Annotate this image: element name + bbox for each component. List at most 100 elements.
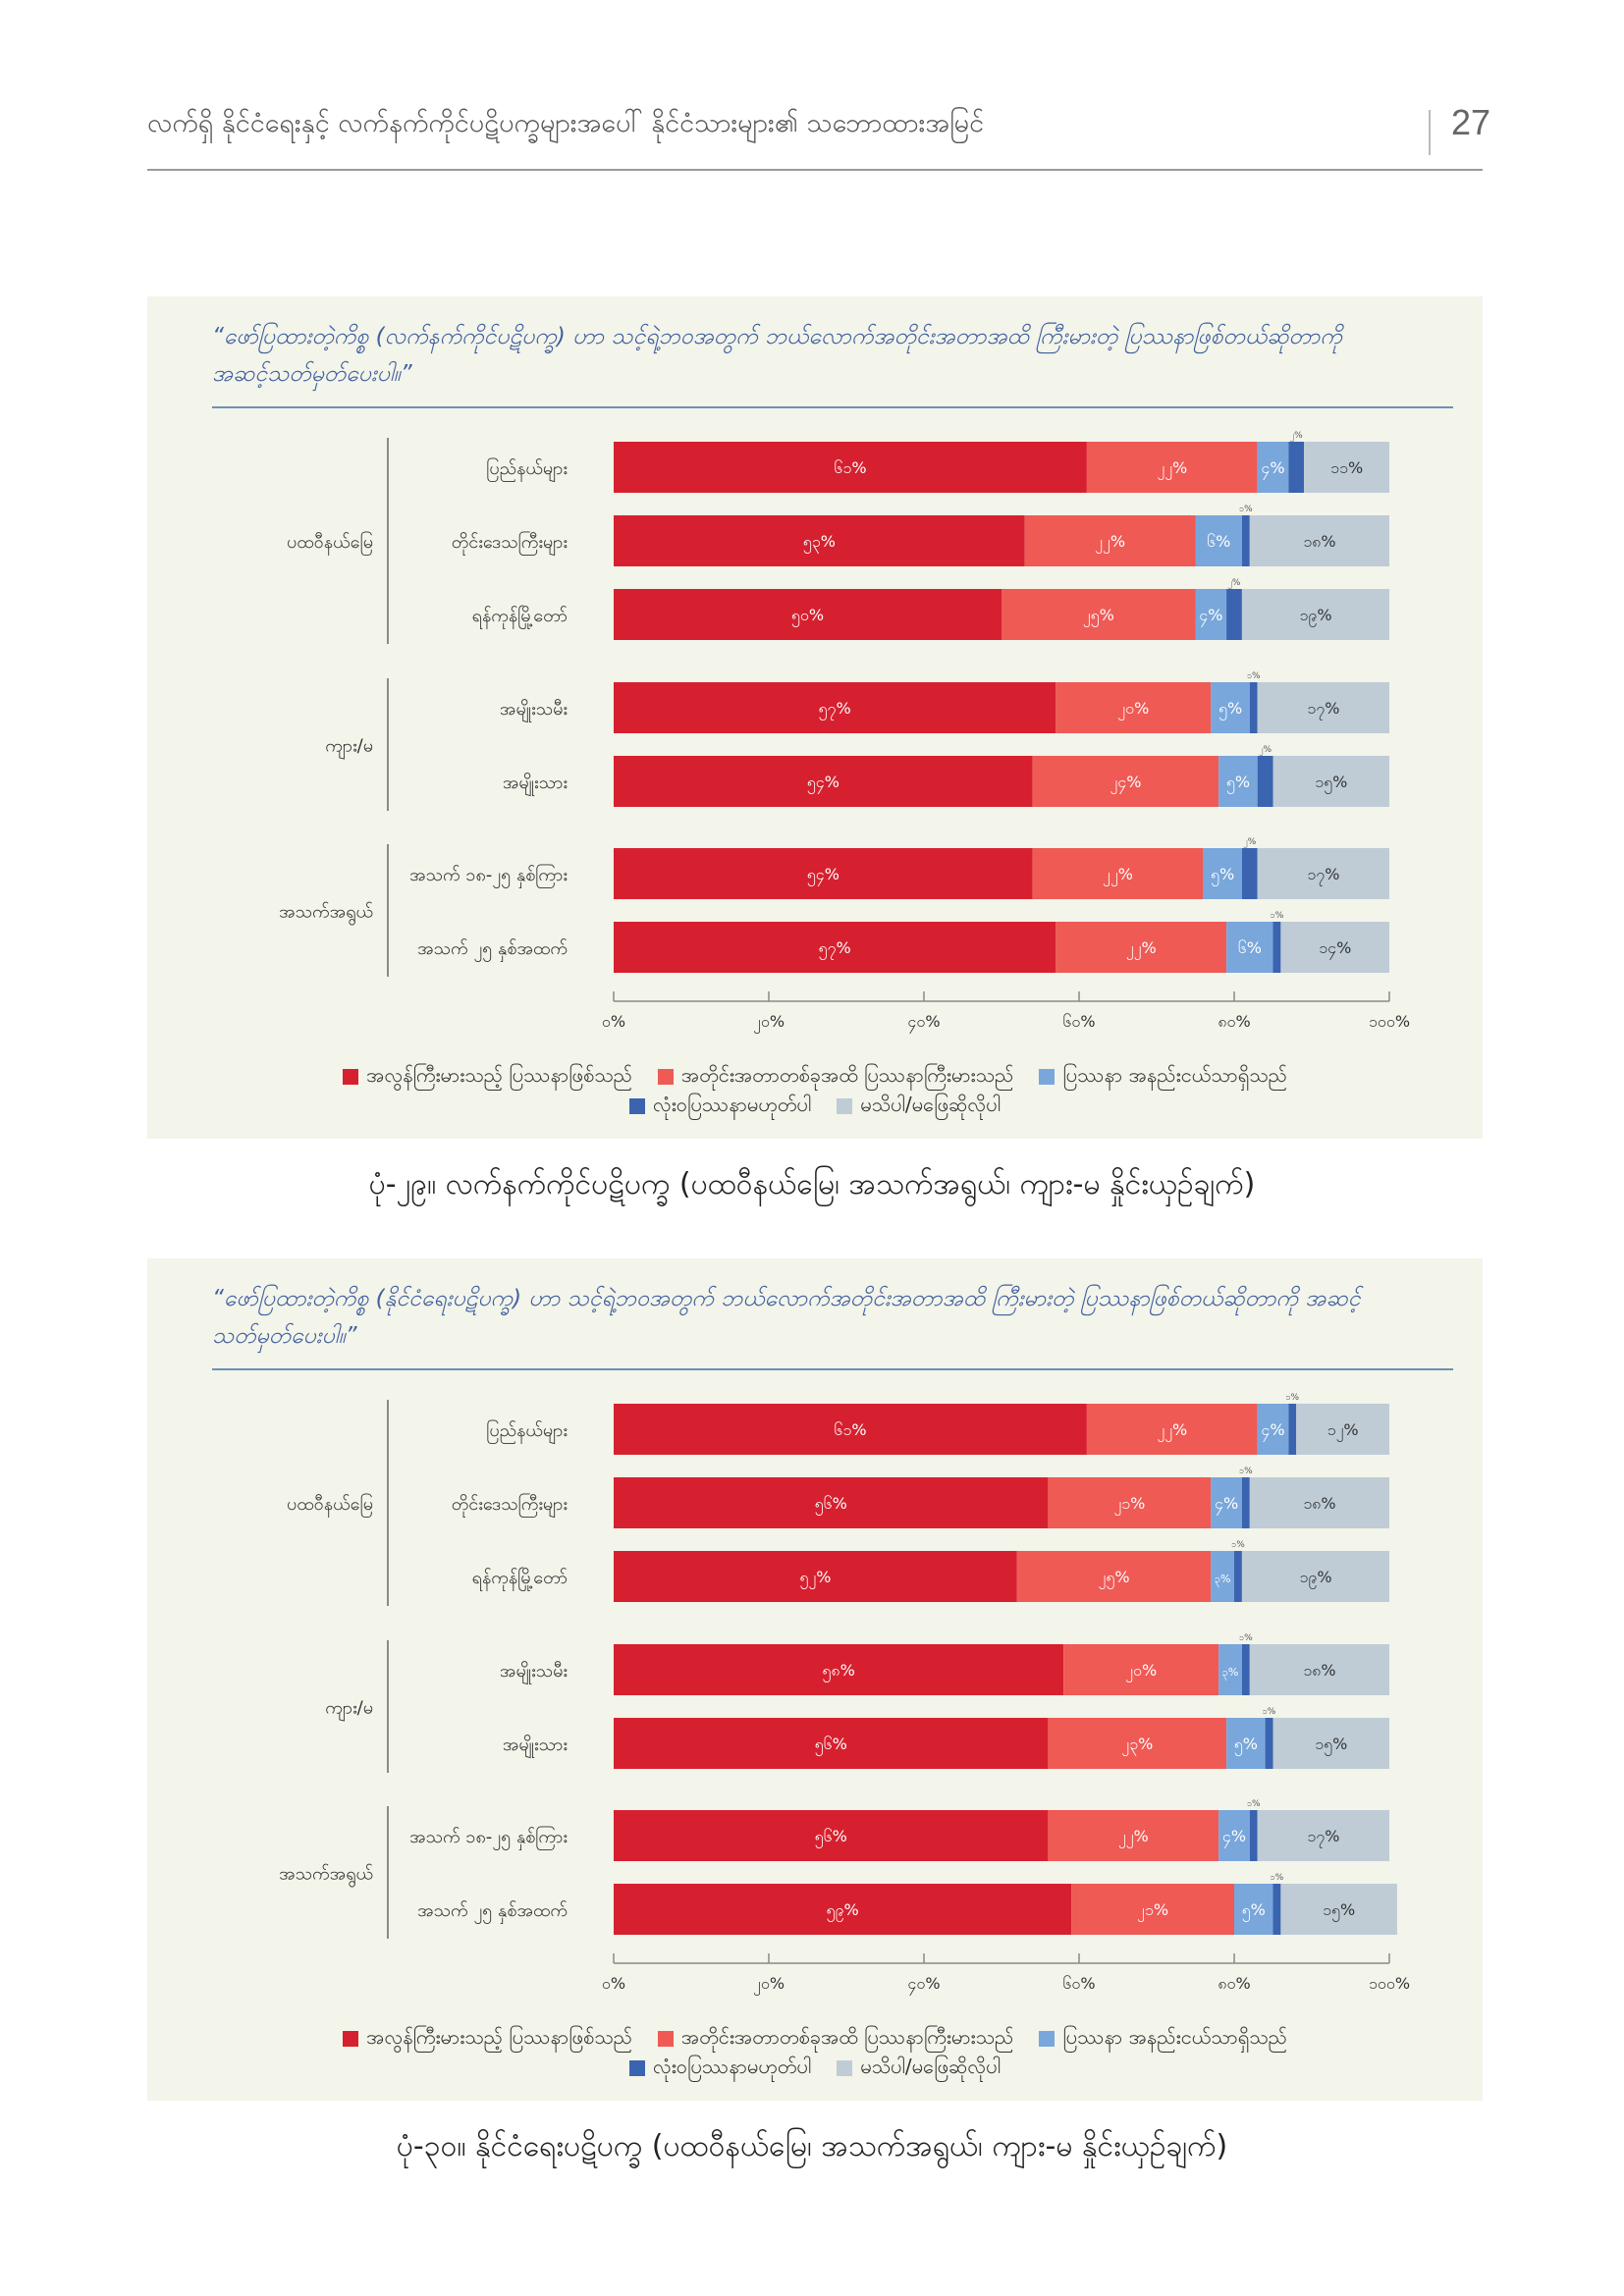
bar-segment bbox=[1304, 442, 1389, 493]
bar-segment bbox=[1241, 1644, 1250, 1695]
page-number: 27 bbox=[1451, 102, 1491, 142]
data-label: ၁% bbox=[1263, 1707, 1276, 1717]
data-label: ၁၉% bbox=[1299, 606, 1331, 627]
data-label: ၅၃% bbox=[803, 532, 836, 554]
bar-segment bbox=[1056, 922, 1227, 973]
bar-segment bbox=[1218, 756, 1258, 807]
legend-swatch bbox=[1039, 1069, 1056, 1085]
data-label: ၂၅% bbox=[1083, 606, 1114, 627]
legend-label: အတိုင်းအတာတစ်ခုအထိ ပြဿနာကြီးမားသည် bbox=[680, 2025, 1014, 2049]
legend-item-very-serious: အလွန်ကြီးမားသည့် ပြဿနာဖြစ်သည် bbox=[343, 2024, 632, 2054]
bar-segment bbox=[1211, 682, 1250, 733]
data-label: ၅၀% bbox=[791, 606, 824, 627]
figure-caption-30: ပုံ-၃၀။ နိုင်ငံရေးပဋိပက္ခ (ပထဝီနယ်မြေ၊ အ… bbox=[396, 2129, 1228, 2163]
bar-segment bbox=[1241, 848, 1258, 899]
data-label: ၃% bbox=[1215, 1573, 1231, 1587]
bar-segment bbox=[614, 1551, 1017, 1602]
data-label: ၂၃% bbox=[1121, 1735, 1153, 1756]
bar-segment bbox=[1032, 848, 1204, 899]
data-label: ၅၇% bbox=[819, 699, 851, 721]
data-label: ၄% bbox=[1215, 1494, 1238, 1516]
data-label: ၁၉% bbox=[1299, 1568, 1331, 1589]
data-label: ၄% bbox=[1199, 606, 1222, 627]
data-label: ၄% bbox=[1261, 458, 1284, 480]
data-label: ၄% bbox=[1261, 1420, 1284, 1442]
data-label: ၂၂% bbox=[1118, 1827, 1149, 1848]
data-label: ၂၂% bbox=[1157, 458, 1187, 480]
bar-segment bbox=[614, 1404, 1087, 1455]
data-label: ၁% bbox=[1247, 671, 1261, 681]
group-label: အသက်အရွယ် bbox=[279, 902, 373, 926]
data-label: ၆% bbox=[1238, 938, 1262, 957]
group-label: အသက်အရွယ် bbox=[279, 1864, 373, 1888]
bar-segment bbox=[1032, 756, 1219, 807]
bar-segment bbox=[614, 848, 1033, 899]
bar-segment bbox=[1257, 682, 1389, 733]
figure-caption-29: ပုံ-၂၉။ လက်နက်ကိုင်ပဋိပက္ခ (ပထဝီနယ်မြေ၊ … bbox=[368, 1167, 1256, 1201]
bar-segment bbox=[1016, 1551, 1212, 1602]
data-label: ၅၆% bbox=[815, 1494, 847, 1516]
legend-label: လုံးဝပြဿနာမဟုတ်ပါ bbox=[652, 1093, 812, 1116]
data-label: ၂၄% bbox=[1110, 773, 1141, 794]
data-label: ၅% bbox=[1242, 1900, 1266, 1922]
bar-segment bbox=[1211, 1551, 1234, 1602]
bar-segment bbox=[614, 442, 1087, 493]
bar-segment bbox=[1288, 442, 1305, 493]
category-label: အသက် ၂၅ နှစ်အထက် bbox=[417, 938, 568, 962]
header-divider bbox=[1429, 110, 1431, 155]
category-label: အမျိုးသား bbox=[503, 1735, 568, 1758]
x-tick-label: ၀% bbox=[602, 1012, 625, 1031]
x-tick-label: ၄၀% bbox=[907, 1012, 940, 1034]
bar-segment bbox=[614, 589, 1001, 640]
data-label: ၅၂% bbox=[799, 1568, 831, 1589]
legend-label: ပြဿနာ အနည်းငယ်သာရှိသည် bbox=[1062, 1063, 1287, 1087]
question-rule bbox=[212, 406, 1453, 408]
data-label: ၂% bbox=[1228, 578, 1241, 589]
legend-label: မသိပါ/မဖြေဆိုလိုပါ bbox=[860, 1093, 1001, 1116]
data-label: ၁၅% bbox=[1315, 1735, 1347, 1756]
bar-segment bbox=[1257, 848, 1389, 899]
bar-segment bbox=[1086, 442, 1258, 493]
bar-segment bbox=[1296, 1404, 1389, 1455]
bar-segment bbox=[1241, 1551, 1389, 1602]
bar-segment bbox=[1226, 589, 1242, 640]
data-label: ၁% bbox=[1271, 1873, 1284, 1883]
category-label: အမျိုးသမီး bbox=[500, 699, 568, 722]
category-label: အသက် ၂၅ နှစ်အထက် bbox=[417, 1900, 568, 1924]
bar-segment bbox=[1249, 682, 1258, 733]
group-label: ပထဝီနယ်မြေ bbox=[287, 531, 373, 556]
data-label: ၂၁% bbox=[1113, 1494, 1145, 1516]
data-label: ၂၅% bbox=[1099, 1568, 1130, 1589]
data-label: ၅၈% bbox=[822, 1661, 854, 1682]
data-label: ၁% bbox=[1271, 911, 1284, 921]
legend-label: အတိုင်းအတာတစ်ခုအထိ ပြဿနာကြီးမားသည် bbox=[680, 1063, 1014, 1087]
data-label: ၁၁% bbox=[1330, 458, 1363, 477]
bar-segment bbox=[614, 1810, 1049, 1861]
x-tick-label: ၈၀% bbox=[1218, 1012, 1250, 1031]
data-label: ၁၄% bbox=[1319, 938, 1351, 960]
legend-swatch bbox=[343, 1069, 359, 1085]
category-label: အသက် ၁၈-၂၅ နှစ်ကြား bbox=[409, 1826, 568, 1850]
legend-swatch bbox=[657, 2031, 674, 2047]
data-label: ၁% bbox=[1239, 505, 1253, 514]
data-label: ၅၆% bbox=[815, 1827, 847, 1848]
data-label: ၁% bbox=[1231, 1540, 1245, 1550]
bar-segment bbox=[1272, 1718, 1389, 1769]
data-label: ၅၄% bbox=[807, 773, 839, 794]
bar-segment bbox=[1024, 515, 1196, 566]
x-tick-label: ၁၀၀% bbox=[1369, 1012, 1410, 1031]
data-label: ၂% bbox=[1243, 837, 1256, 848]
legend-swatch bbox=[657, 1069, 674, 1085]
data-label: ၂၂% bbox=[1095, 532, 1125, 554]
group-label: ကျား/မ bbox=[325, 736, 373, 760]
bar-segment bbox=[1257, 1810, 1389, 1861]
x-tick-label: ၄၀% bbox=[907, 1974, 940, 1996]
data-label: ၄% bbox=[1222, 1827, 1246, 1848]
data-label: ၅၇% bbox=[819, 938, 851, 960]
x-tick-label: ၂၀% bbox=[753, 1974, 785, 1996]
bar-segment bbox=[1257, 756, 1273, 807]
category-label: အမျိုးသား bbox=[503, 773, 568, 796]
bar-segment bbox=[1249, 1810, 1258, 1861]
bar-segment bbox=[1249, 515, 1389, 566]
